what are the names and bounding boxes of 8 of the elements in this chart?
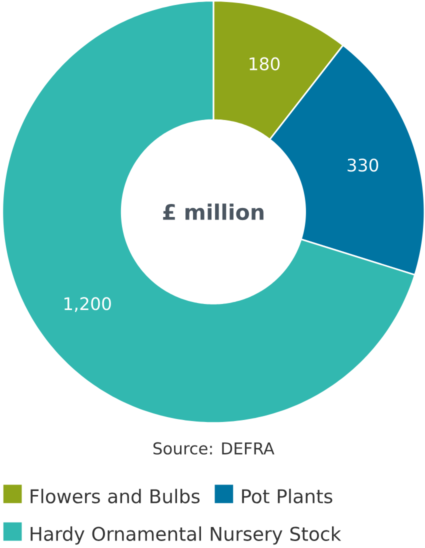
data-label: 330 — [348, 158, 378, 172]
source-note: Source: DEFRA — [153, 442, 274, 455]
text: £ million — [162, 204, 264, 220]
legend-label: Flowers and Bulbs — [30, 488, 200, 504]
data-label: 1,200 — [64, 297, 111, 312]
data-label: 180 — [250, 57, 280, 70]
legend-label: Hardy Ornamental Nursery Stock — [30, 526, 342, 545]
legend-label: Pot Plants — [242, 488, 332, 504]
